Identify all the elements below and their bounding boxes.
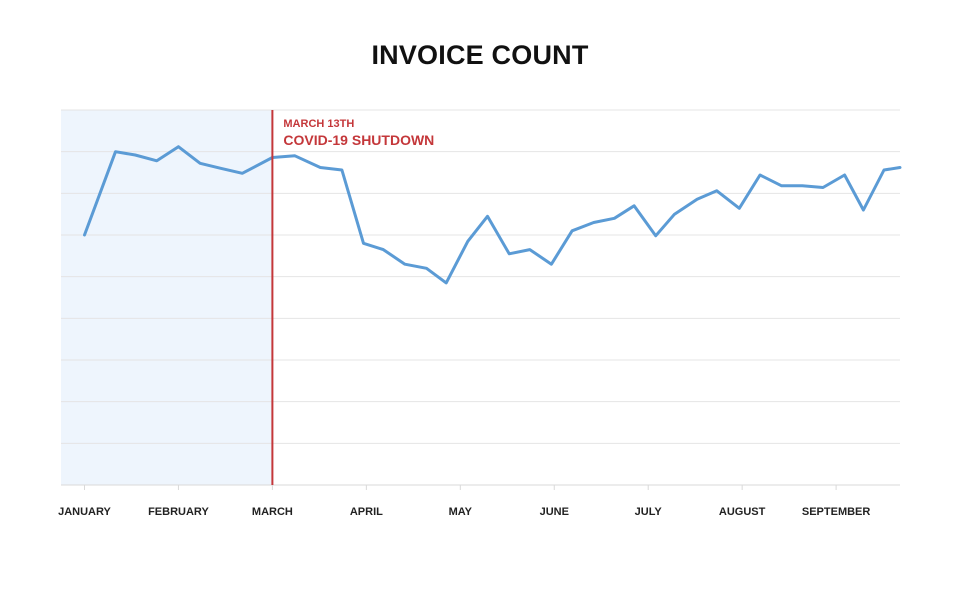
x-axis-tick-label: MAY	[449, 506, 473, 518]
x-axis-tick-label: SEPTEMBER	[802, 506, 871, 518]
x-axis-tick-label: JULY	[635, 506, 663, 518]
grid-lines	[61, 109, 900, 444]
annotation-title-label: COVID-19 SHUTDOWN	[283, 132, 434, 148]
x-axis-ticks	[83, 485, 837, 490]
x-axis-tick-label: APRIL	[350, 506, 383, 518]
x-axis-tick-label: JANUARY	[58, 506, 111, 518]
x-axis-tick-label: AUGUST	[719, 506, 766, 518]
annotation-date-label: MARCH 13TH	[283, 118, 354, 130]
chart-title: INVOICE COUNT	[371, 40, 589, 70]
pre-shutdown-shaded-region	[61, 110, 273, 485]
x-axis-tick-label: FEBRUARY	[148, 506, 209, 518]
invoice-count-series-line	[83, 145, 902, 285]
x-axis-tick-label: MARCH	[252, 506, 293, 518]
x-axis-tick-labels: JANUARY FEBRUARY MARCH APRIL MAY JUNE JULY AUGU…	[58, 506, 870, 518]
x-axis-tick-label: JUNE	[540, 506, 569, 518]
